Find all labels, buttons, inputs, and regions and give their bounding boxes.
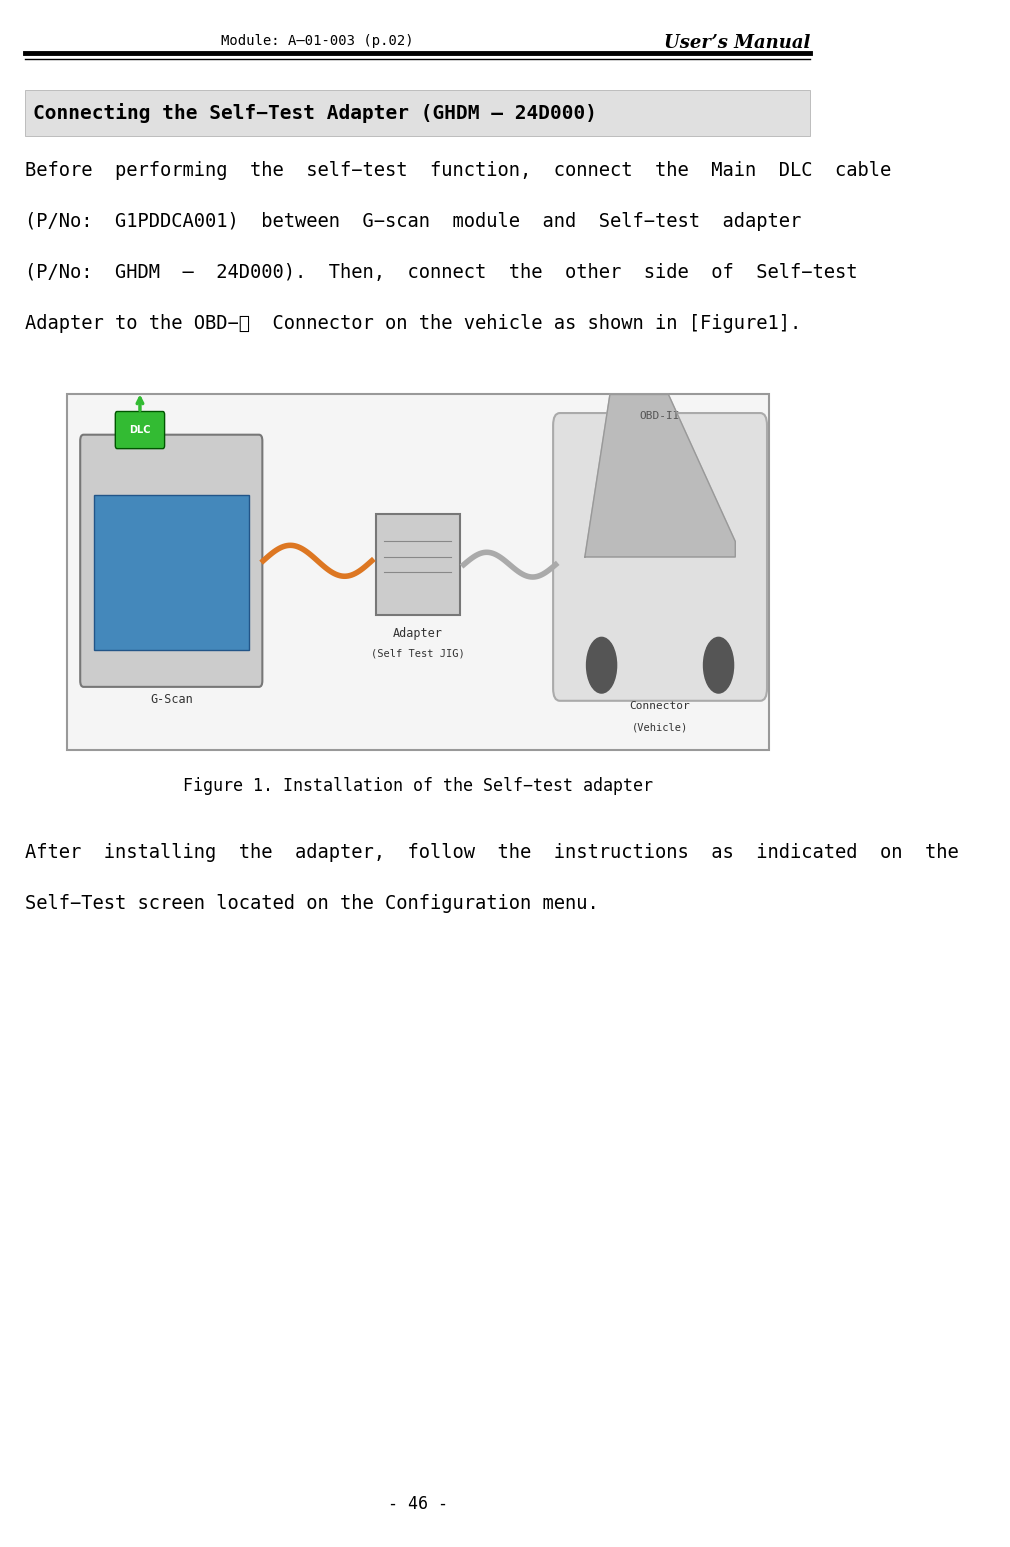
FancyBboxPatch shape	[25, 90, 810, 136]
Text: (P/No:  G1PDDCA001)  between  G−scan  module  and  Self−test  adapter: (P/No: G1PDDCA001) between G−scan module…	[25, 212, 801, 231]
Text: Connector: Connector	[629, 701, 691, 710]
Text: Adapter to the OBD−Ⅱ  Connector on the vehicle as shown in [Figure1].: Adapter to the OBD−Ⅱ Connector on the ve…	[25, 314, 801, 333]
Circle shape	[704, 637, 733, 693]
Text: (Vehicle): (Vehicle)	[632, 722, 688, 732]
Polygon shape	[585, 394, 735, 557]
Text: Module: A–01-003 (p.02): Module: A–01-003 (p.02)	[221, 34, 414, 48]
Text: (Self Test JIG): (Self Test JIG)	[371, 650, 465, 659]
FancyBboxPatch shape	[376, 514, 460, 614]
Text: After  installing  the  adapter,  follow  the  instructions  as  indicated  on  : After installing the adapter, follow the…	[25, 843, 958, 862]
Text: DLC: DLC	[129, 425, 150, 435]
FancyBboxPatch shape	[67, 394, 769, 750]
Text: G-Scan: G-Scan	[149, 693, 193, 705]
Text: Figure 1. Installation of the Self−test adapter: Figure 1. Installation of the Self−test …	[183, 777, 652, 795]
FancyBboxPatch shape	[553, 413, 767, 701]
Text: Self−Test screen located on the Configuration menu.: Self−Test screen located on the Configur…	[25, 894, 599, 913]
Text: Adapter: Adapter	[393, 628, 442, 640]
FancyBboxPatch shape	[115, 412, 165, 449]
FancyBboxPatch shape	[80, 435, 263, 687]
Text: OBD-II: OBD-II	[639, 412, 681, 421]
Text: (P/No:  GHDM  –  24D000).  Then,  connect  the  other  side  of  Self−test: (P/No: GHDM – 24D000). Then, connect the…	[25, 263, 857, 282]
Text: Connecting the Self−Test Adapter (GHDM – 24D000): Connecting the Self−Test Adapter (GHDM –…	[33, 104, 598, 122]
Text: User’s Manual: User’s Manual	[665, 34, 810, 53]
FancyBboxPatch shape	[94, 495, 249, 650]
Text: - 46 -: - 46 -	[388, 1494, 447, 1513]
Circle shape	[587, 637, 617, 693]
Text: Before  performing  the  self−test  function,  connect  the  Main  DLC  cable: Before performing the self−test function…	[25, 161, 891, 179]
